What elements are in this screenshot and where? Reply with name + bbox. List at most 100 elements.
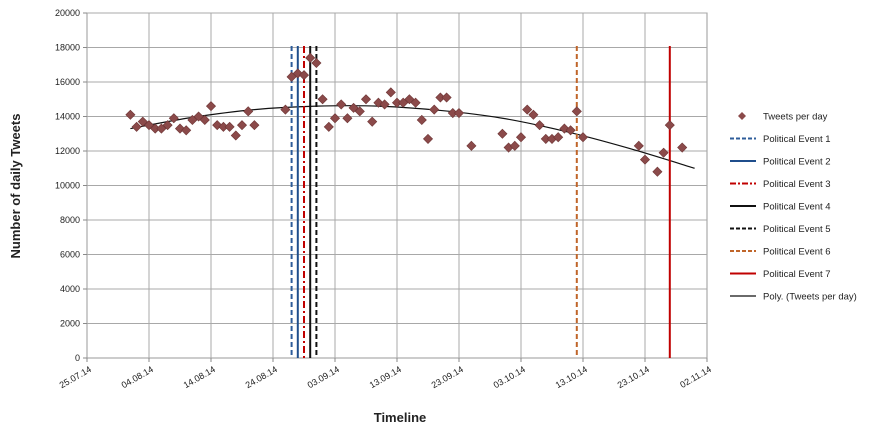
data-point (534, 120, 545, 131)
data-point (571, 106, 582, 117)
data-point (410, 97, 421, 108)
point-layer (125, 52, 688, 177)
data-point (292, 68, 303, 79)
y-tick-label: 4000 (60, 284, 80, 294)
x-tick-label: 03.09.14 (306, 364, 341, 390)
data-point (230, 130, 241, 141)
data-point (193, 111, 204, 122)
x-tick-label: 23.10.14 (616, 364, 651, 390)
data-point (329, 113, 341, 124)
data-point (509, 140, 520, 151)
grid-layer (87, 12, 707, 358)
data-point (298, 70, 310, 81)
data-point (528, 109, 539, 120)
data-point (360, 94, 372, 105)
y-axis-title: Number of daily Tweets (8, 114, 23, 259)
data-point (398, 97, 409, 108)
data-point (422, 133, 434, 144)
data-point (522, 104, 533, 115)
data-point (305, 52, 316, 63)
x-tick-label: 14.08.14 (182, 364, 217, 390)
data-point (385, 87, 396, 98)
data-point (453, 108, 465, 119)
data-point (553, 132, 564, 143)
data-point (143, 120, 155, 131)
x-tick-label: 24.08.14 (244, 364, 279, 390)
y-tick-label: 16000 (55, 77, 80, 87)
data-point (224, 121, 235, 132)
y-tick-label: 6000 (60, 250, 80, 260)
data-point (311, 58, 322, 69)
data-point (199, 114, 210, 125)
data-point (125, 109, 136, 120)
data-point (131, 121, 142, 132)
data-point (416, 114, 427, 125)
legend-label: Tweets per day (763, 112, 828, 123)
legend-label: Poly. (Tweets per day) (763, 292, 857, 303)
data-point (652, 166, 663, 177)
trendline (130, 105, 695, 169)
legend-label: Political Event 1 (763, 134, 831, 145)
legend-marker (738, 112, 746, 120)
data-point (633, 140, 644, 151)
vline-layer (290, 46, 671, 358)
data-point (162, 120, 173, 131)
y-tick-label: 2000 (60, 319, 80, 329)
y-tick-label: 12000 (55, 146, 80, 156)
data-point (367, 116, 378, 127)
y-tick-label: 10000 (55, 181, 80, 191)
x-tick-label: 13.09.14 (368, 364, 403, 390)
legend: Tweets per day Political Event 1 Political… (730, 112, 857, 303)
data-point (664, 120, 675, 131)
data-point (249, 120, 260, 131)
data-point (323, 121, 334, 132)
x-tick-label: 03.10.14 (492, 364, 527, 390)
data-point (243, 106, 254, 117)
y-tick-label: 14000 (55, 112, 80, 122)
data-point (342, 113, 353, 124)
legend-label: Political Event 5 (763, 224, 831, 235)
x-tick-label: 23.09.14 (430, 364, 465, 390)
data-point (280, 104, 291, 115)
y-tick-label: 0 (75, 353, 80, 363)
x-tick-label: 25.07.14 (58, 364, 93, 390)
x-axis-title: Timeline (374, 410, 427, 425)
data-point (658, 147, 669, 158)
data-point (205, 101, 217, 112)
legend-label: Political Event 2 (763, 157, 831, 168)
data-point (137, 116, 148, 127)
data-point (379, 99, 390, 110)
data-point (429, 104, 440, 115)
x-tick-label: 04.08.14 (120, 364, 155, 390)
data-point (317, 94, 328, 105)
data-point (441, 92, 452, 103)
data-point (181, 125, 192, 136)
data-point (156, 123, 167, 134)
data-point (639, 154, 651, 165)
data-point (466, 140, 477, 151)
y-tick-label: 20000 (55, 8, 80, 18)
y-tick-label: 8000 (60, 215, 80, 225)
data-point (515, 132, 527, 143)
trend-layer (130, 105, 695, 169)
data-point (236, 120, 248, 131)
x-tick-label: 13.10.14 (554, 364, 589, 390)
y-tick-label: 18000 (55, 43, 80, 53)
data-point (187, 114, 198, 125)
data-point (565, 125, 576, 136)
legend-label: Political Event 3 (763, 179, 831, 190)
data-point (373, 97, 384, 108)
data-point (354, 106, 365, 117)
legend-label: Political Event 6 (763, 247, 831, 258)
data-point (677, 142, 688, 153)
data-point (348, 102, 359, 113)
legend-label: Political Event 4 (763, 202, 831, 213)
x-tick-label: 02.11.14 (678, 364, 713, 390)
data-point (404, 94, 415, 105)
data-point (168, 113, 179, 124)
data-point (497, 128, 508, 139)
legend-label: Political Event 7 (763, 269, 831, 280)
data-point (286, 71, 297, 82)
data-point (336, 99, 347, 110)
